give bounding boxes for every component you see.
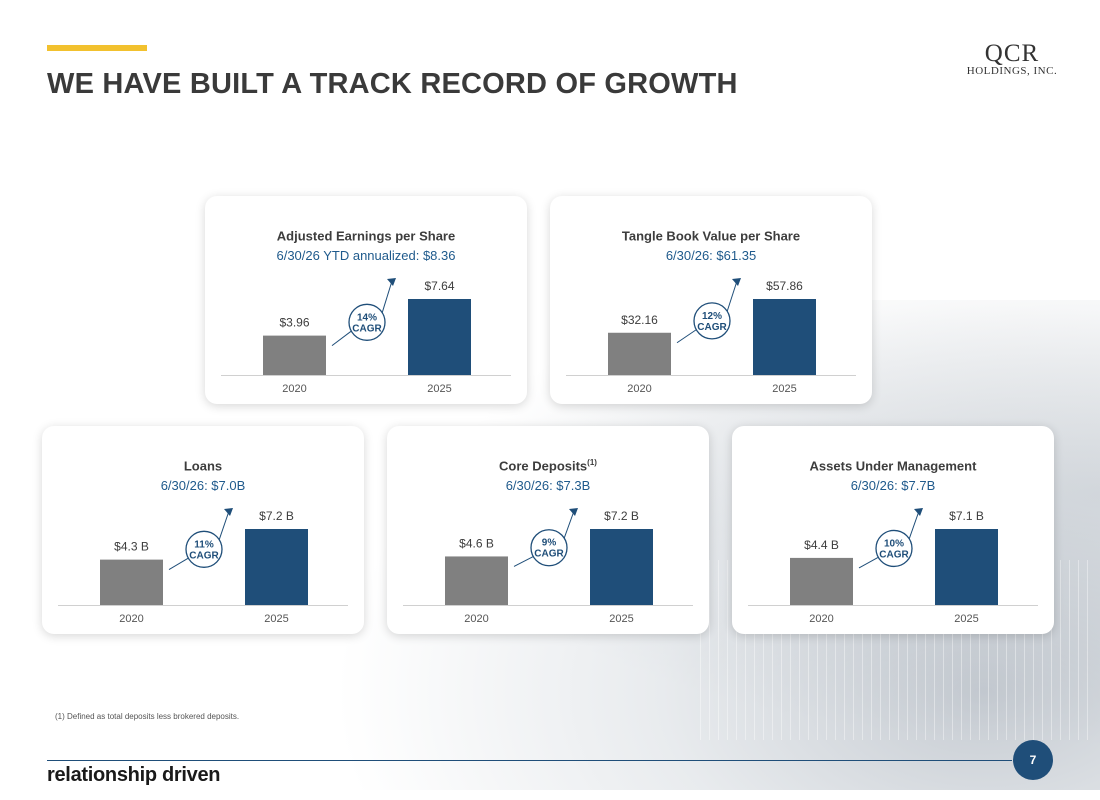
cagr-arrow-line [513,556,534,567]
card-subtitle: 6/30/26: $7.3B [505,478,591,493]
x-tick-label: 2020 [809,613,833,625]
x-tick-label: 2025 [264,613,288,625]
card-title-text: Loans [183,458,223,474]
bar [590,529,653,605]
bar [100,559,163,605]
card-title-sup: (1) [587,458,597,467]
bar [445,556,508,605]
footer-tagline: relationship driven [47,764,221,786]
card-title: Loans [42,458,364,473]
logo-sub-text: HOLDINGS, INC. [966,65,1058,77]
card-title: Tangle Book Value per Share [550,228,872,243]
cagr-arrow-line [168,557,189,571]
logo-main-text: QCR [984,40,1040,67]
card-subtitle: 6/30/26: $7.7B [850,478,936,493]
cagr-circle [875,529,913,568]
x-tick-label: 2020 [627,383,651,395]
footnote: (1) Defined as total deposits less broke… [55,712,240,721]
cagr-percent: 9% [542,538,557,549]
cagr-circle [693,302,731,340]
cagr-label: CAGR [697,322,727,333]
x-tick-label: 2020 [282,383,306,395]
card-title: Adjusted Earnings per Share [205,228,527,243]
cagr-percent: 10% [884,538,904,549]
loans-bar-chart: $4.3 B 2020 $7.2 B 2025 11%CAGR [58,508,348,625]
cagr-arrow-head [224,508,233,516]
bar-value-label: $7.1 B [949,509,984,523]
cagr-arrow-head [914,508,923,516]
bar [608,332,671,375]
bar-value-label: $57.86 [766,279,803,293]
bar [408,299,471,375]
cagr-arrow-line [218,510,230,541]
bar [245,529,308,605]
cagr-arrow-line [331,330,352,347]
cagr-label: CAGR [534,549,564,560]
cagr-circle [530,529,568,567]
bar-value-label: $4.6 B [459,536,494,550]
cagr-arrow-line [858,557,879,569]
x-tick-label: 2020 [464,613,488,625]
cagr-circle [185,530,223,568]
bar-value-label: $7.2 B [259,509,294,523]
bar-value-label: $7.2 B [604,509,639,523]
cagr-label: CAGR [879,549,909,560]
footer-divider [47,760,1012,761]
core-deposits-card: Core Deposits(1) 6/30/26: $7.3B $4.6 B 20… [387,426,709,634]
bar-value-label: $7.64 [424,279,454,293]
x-tick-label: 2025 [609,613,633,625]
cagr-circle [348,303,386,341]
card-title: Core Deposits(1) [387,458,709,473]
bar-value-label: $4.3 B [114,540,149,554]
bar-value-label: $32.16 [621,313,658,327]
card-subtitle: 6/30/26 YTD annualized: $8.36 [276,248,456,263]
cagr-percent: 12% [702,311,722,322]
bar-value-label: $4.4 B [804,538,839,552]
bar [753,299,816,375]
aum-bar-chart: $4.4 B 2020 $7.1 B 2025 10%CAGR [748,508,1038,625]
bar-value-label: $3.96 [279,316,309,330]
card-title-text: Tangle Book Value per Share [621,228,801,244]
cagr-arrow-line [563,510,575,539]
cagr-percent: 14% [357,312,377,323]
x-tick-label: 2020 [119,613,143,625]
cagr-label: CAGR [189,550,219,561]
tbv-bar-chart: $32.16 2020 $57.86 2025 12%CAGR [566,278,856,395]
cagr-arrow-head [732,278,741,286]
eps-card: Adjusted Earnings per Share 6/30/26 YTD … [205,196,527,404]
page-title: WE HAVE BUILT A TRACK RECORD OF GROWTH [47,68,738,100]
title-accent-bar [47,45,147,51]
company-logo: QCR HOLDINGS, INC. [962,40,1062,77]
cagr-arrow-line [726,280,738,313]
cagr-arrow-head [387,278,396,286]
loans-card: Loans 6/30/26: $7.0B $4.3 B 2020 $7.2 B 202… [42,426,364,634]
card-title: Assets Under Management [732,458,1054,473]
card-title-text: Core Deposits [499,458,588,474]
cagr-arrow-line [381,280,393,314]
cagr-percent: 11% [194,539,214,550]
core-deposits-bar-chart: $4.6 B 2020 $7.2 B 2025 9%CAGR [403,508,693,625]
eps-bar-chart: $3.96 2020 $7.64 2025 14%CAGR [221,278,511,395]
cagr-arrow-line [676,329,697,344]
card-title-text: Adjusted Earnings per Share [276,228,456,244]
x-tick-label: 2025 [954,613,978,625]
card-title-text: Assets Under Management [809,458,977,474]
aum-card: Assets Under Management 6/30/26: $7.7B $… [732,426,1054,634]
page-number: 7 [1013,740,1053,780]
x-tick-label: 2025 [772,383,796,395]
x-tick-label: 2025 [427,383,451,395]
bar [935,529,998,605]
bar [790,557,853,605]
tbv-card: Tangle Book Value per Share 6/30/26: $61… [550,196,872,404]
card-subtitle: 6/30/26: $7.0B [160,478,246,493]
cagr-label: CAGR [352,323,382,334]
cagr-arrow-head [569,508,578,516]
cagr-arrow-line [908,510,920,540]
bar [263,335,326,375]
card-subtitle: 6/30/26: $61.35 [665,248,757,263]
